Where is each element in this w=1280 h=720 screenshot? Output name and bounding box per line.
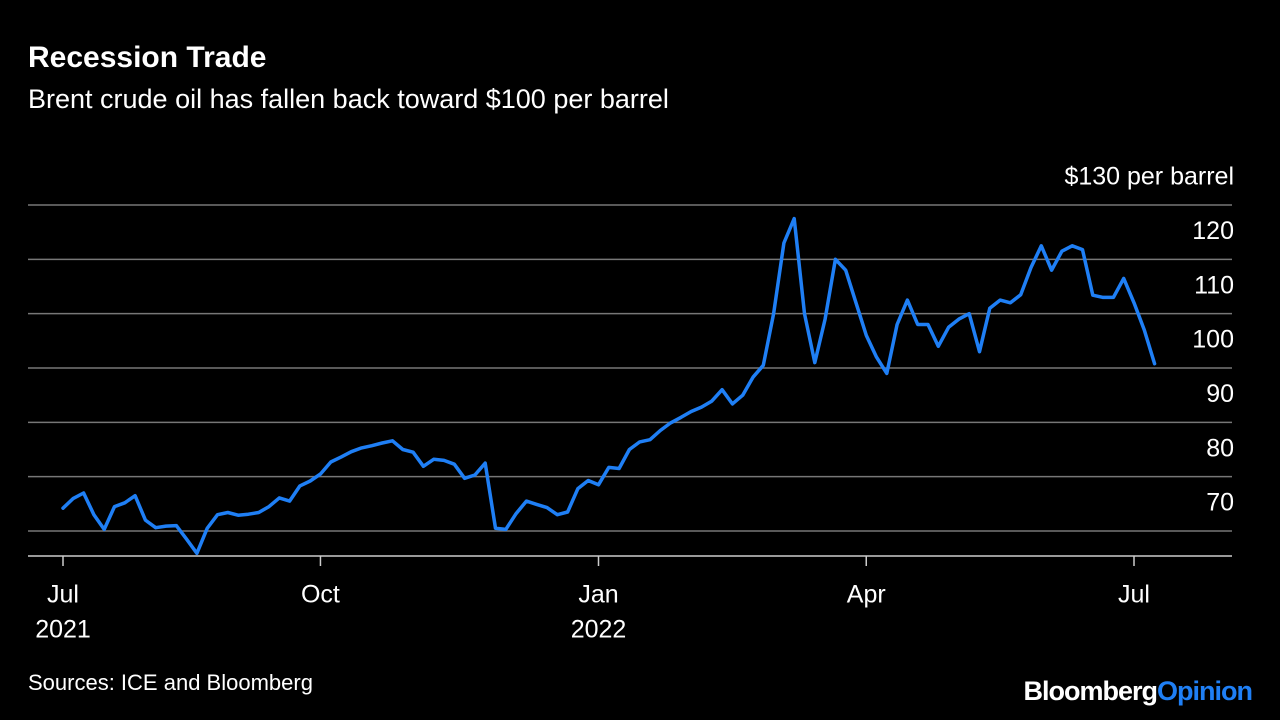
source: Sources: ICE and Bloomberg xyxy=(28,670,313,695)
x-tick-label: Apr xyxy=(847,581,886,609)
y-tick-label: 70 xyxy=(1206,489,1234,517)
price-line xyxy=(61,216,1157,556)
y-tick-label: 120 xyxy=(1192,217,1234,245)
y-tick-label: 100 xyxy=(1192,326,1234,354)
x-tick-label: Jul xyxy=(1118,581,1150,609)
y-tick-label: $130 per barrel xyxy=(1064,163,1234,191)
y-tick-label: 80 xyxy=(1206,434,1234,462)
chart-title: Recession Trade xyxy=(28,41,266,74)
x-tick-label: Oct xyxy=(301,581,340,609)
chart-subtitle: Brent crude oil has fallen back toward $… xyxy=(28,84,669,114)
x-tick-label: Jul xyxy=(47,581,79,609)
y-tick-label: 90 xyxy=(1206,380,1234,408)
x-tick-label: Jan xyxy=(578,581,618,609)
brand-logo: BloombergOpinion xyxy=(1024,676,1253,706)
y-tick-label: 110 xyxy=(1194,271,1234,299)
x-year-label: 2021 xyxy=(35,616,91,644)
x-year-label: 2022 xyxy=(571,616,627,644)
brand-suffix: Opinion xyxy=(1157,676,1252,706)
brand: Bloomberg xyxy=(1024,676,1158,706)
